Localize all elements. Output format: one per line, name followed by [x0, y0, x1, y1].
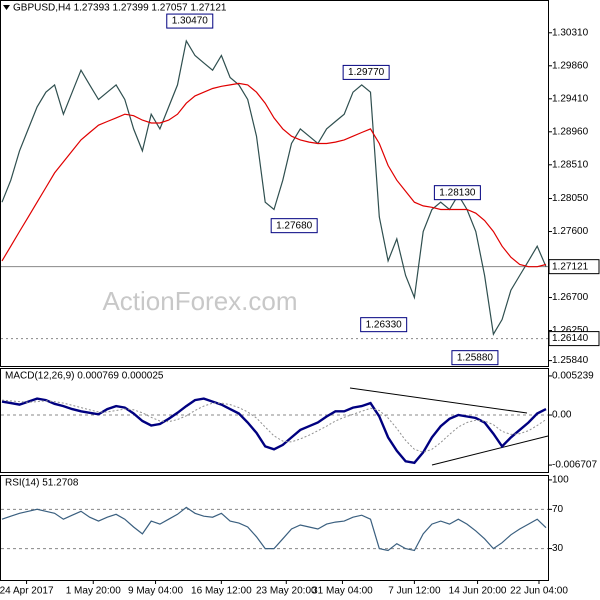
annotation-label: 1.29770 [348, 67, 385, 78]
price-label: 1.26140 [552, 333, 589, 344]
y-tick-label: 1.26250 [552, 325, 589, 336]
annotation-box [360, 317, 408, 333]
price-label: 1.27121 [552, 261, 589, 272]
x-tick-label: 14 Jun 20:00 [449, 586, 507, 597]
x-tick-label: 7 Jun 12:00 [388, 586, 441, 597]
price-label-box [548, 259, 600, 275]
y-tick-label: 70 [552, 504, 564, 515]
trend-line [349, 387, 528, 414]
y-tick-label: -0.006707 [552, 460, 597, 471]
panel-frame [0, 0, 549, 367]
annotation-box [270, 218, 318, 234]
trend-line [431, 435, 549, 466]
series-line [1, 82, 547, 268]
y-tick-label: 1.28960 [552, 126, 589, 137]
annotation-box [451, 350, 499, 366]
panel-title: RSI(14) 51.2708 [5, 478, 79, 489]
y-tick-label: 1.28510 [552, 159, 589, 170]
price-label-box [548, 331, 600, 347]
series-line [1, 506, 547, 552]
annotation-label: 1.26330 [366, 319, 403, 330]
annotation-label: 1.25880 [457, 352, 494, 363]
x-tick-label: 16 May 12:00 [191, 586, 252, 597]
annotation-box [433, 185, 481, 201]
y-tick-label: 1.25840 [552, 355, 589, 366]
y-tick-label: 1.28050 [552, 193, 589, 204]
y-tick-label: 1.26700 [552, 292, 589, 303]
series-line [1, 397, 547, 465]
series-line [1, 399, 547, 453]
x-tick-label: 9 May 04:00 [128, 586, 183, 597]
dropdown-icon [3, 5, 10, 10]
y-tick-label: 1.29860 [552, 60, 589, 71]
panel-title: MACD(12,26,9) 0.000769 0.000025 [5, 371, 164, 382]
x-tick-label: 31 May 04:00 [312, 586, 373, 597]
panel-frame [0, 368, 549, 473]
x-tick-label: 22 Jun 04:00 [510, 586, 568, 597]
x-tick-label: 23 May 20:00 [256, 586, 317, 597]
annotation-label: 1.30470 [172, 16, 209, 27]
annotation-box [342, 64, 390, 80]
watermark: ActionForex.com [102, 286, 297, 316]
y-tick-label: 0.00 [552, 410, 572, 421]
annotation-box [166, 13, 214, 29]
y-tick-label: 1.30310 [552, 27, 589, 38]
y-tick-label: 0.005239 [552, 371, 594, 382]
annotation-label: 1.27680 [276, 220, 313, 231]
panel-title: GBPUSD,H4 1.27393 1.27399 1.27057 1.2712… [13, 3, 227, 14]
x-tick-label: 24 Apr 2017 [0, 586, 54, 597]
panel-frame [0, 475, 549, 581]
y-tick-label: 1.29410 [552, 93, 589, 104]
y-tick-label: 100 [552, 475, 569, 486]
x-tick-label: 1 May 20:00 [66, 586, 121, 597]
y-tick-label: 1.27600 [552, 226, 589, 237]
y-tick-label: 30 [552, 543, 564, 554]
annotation-label: 1.28130 [439, 187, 476, 198]
